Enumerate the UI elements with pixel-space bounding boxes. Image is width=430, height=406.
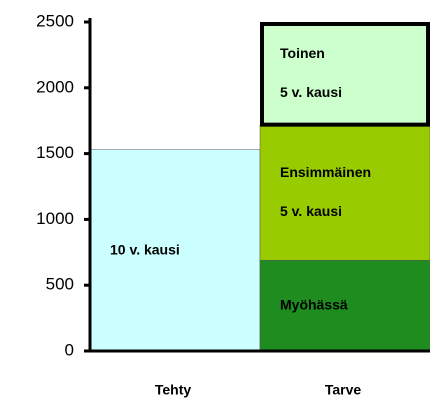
bar-segment bbox=[259, 259, 430, 352]
segment-label: Ensimmäinen 5 v. kausi bbox=[280, 164, 371, 219]
y-tick-label: 1500 bbox=[36, 143, 74, 162]
segment-label: Toinen 5 v. kausi bbox=[280, 45, 342, 100]
bar-segment bbox=[260, 22, 430, 127]
y-tick-label: 1000 bbox=[36, 209, 74, 228]
x-tick-label: Tarve bbox=[325, 382, 362, 398]
y-tick-label: 2000 bbox=[36, 77, 74, 96]
x-tick-label: Tehty bbox=[155, 382, 192, 398]
y-tick-label: 2500 bbox=[36, 11, 74, 30]
y-tick-label: 0 bbox=[65, 340, 74, 359]
segment-label: Myöhässä bbox=[280, 296, 348, 312]
bar-segment bbox=[259, 124, 430, 261]
bar-segment bbox=[89, 149, 261, 352]
segment-label: 10 v. kausi bbox=[110, 241, 180, 257]
y-tick-label: 500 bbox=[46, 275, 74, 294]
